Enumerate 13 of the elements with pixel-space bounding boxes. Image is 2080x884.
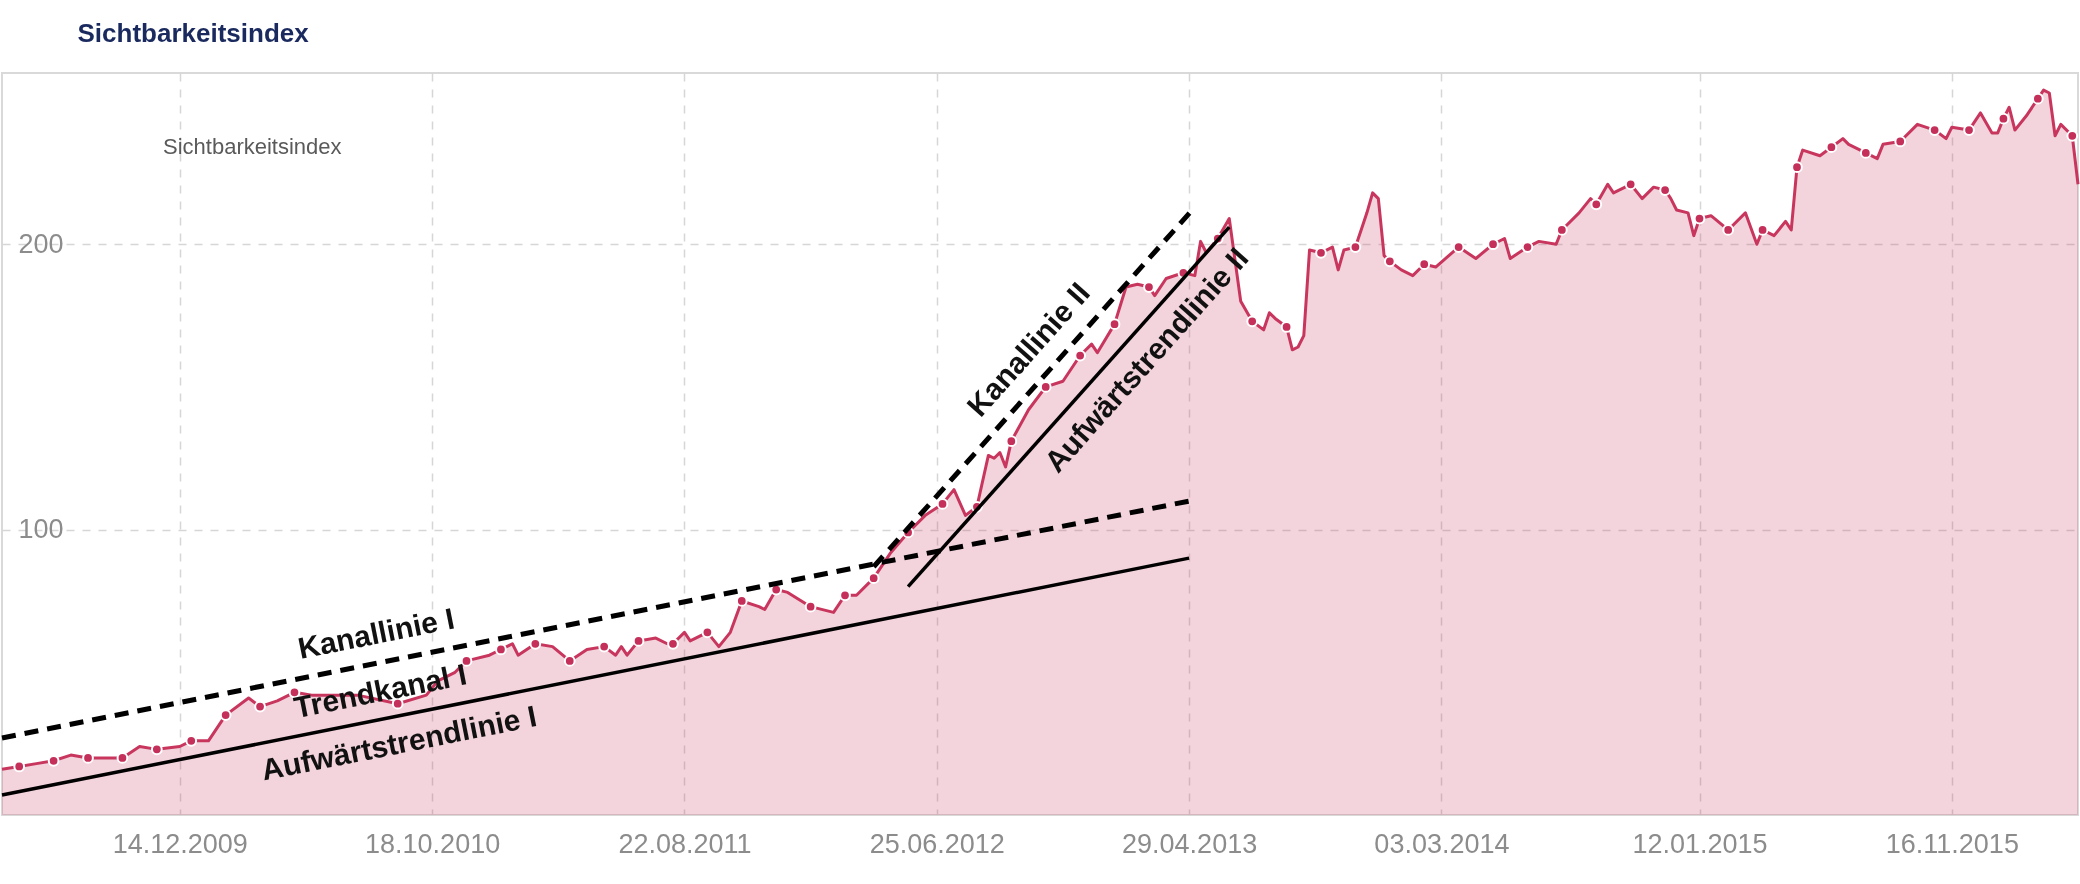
- x-tick-label: 22.08.2011: [618, 828, 752, 859]
- x-tick-label: 18.10.2010: [365, 828, 501, 859]
- x-tick-label: 14.12.2009: [112, 828, 248, 859]
- x-tick-label: 03.03.2014: [1374, 828, 1510, 859]
- y-tick-label: 200: [18, 228, 64, 259]
- x-tick-label: 29.04.2013: [1122, 828, 1258, 859]
- x-tick-label: 16.11.2015: [1885, 828, 2019, 859]
- text: Kanallinie I: [295, 601, 457, 665]
- x-tick-label: 25.06.2012: [869, 828, 1005, 859]
- legend-title: Sichtbarkeitsindex: [163, 134, 342, 159]
- x-tick-label: 12.01.2015: [1632, 828, 1768, 859]
- y-tick-label: 100: [18, 514, 64, 545]
- chart-title: Sichtbarkeitsindex: [77, 18, 310, 48]
